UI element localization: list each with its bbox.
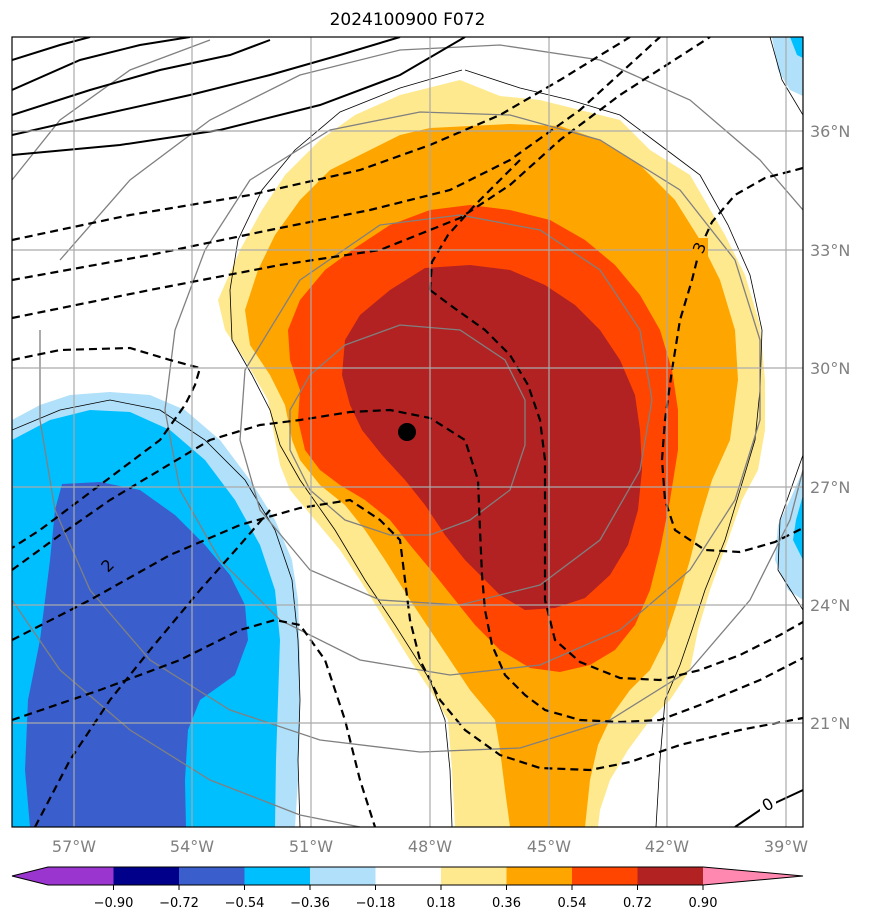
dashed-contours: [12, 37, 803, 827]
positive-anomaly-field: [218, 80, 765, 827]
colorbar-segment: [310, 867, 376, 885]
colorbar: −0.90 −0.72 −0.54 −0.36 −0.18 0.18 0.36 …: [11, 866, 804, 911]
longitude-labels: 57°W 54°W 51°W 48°W 45°W 42°W 39°W: [52, 837, 808, 856]
colorbar-segment: [48, 867, 114, 885]
anomaly-fill-072: [342, 265, 642, 610]
colorbar-segment: [441, 867, 507, 885]
colorbar-tick-label: 0.54: [558, 896, 587, 911]
colorbar-tick-label: −0.36: [290, 896, 330, 911]
lon-label: 42°W: [645, 837, 689, 856]
lat-label: 24°N: [810, 596, 850, 615]
colorbar-tick-label: 0.72: [623, 896, 652, 911]
colorbar-tick-label: 0.36: [492, 896, 521, 911]
colorbar-segment: [179, 867, 245, 885]
map-frame: [11, 36, 804, 828]
colorbar-extend-high: [703, 867, 803, 885]
lat-label: 33°N: [810, 241, 850, 260]
lat-label: 27°N: [810, 478, 850, 497]
lon-label: 45°W: [527, 837, 571, 856]
colorbar-segment: [244, 867, 310, 885]
colorbar-tick-label: −0.18: [356, 896, 396, 911]
colorbar-tick-label: −0.54: [225, 896, 265, 911]
colorbar-tick-label: −0.72: [159, 896, 199, 911]
lon-label: 57°W: [52, 837, 96, 856]
lat-label: 21°N: [810, 714, 850, 733]
contour-labels: 3 2 0: [97, 238, 777, 815]
lon-label: 54°W: [170, 837, 214, 856]
graticule: [12, 37, 803, 827]
colorbar-extend-low: [12, 867, 48, 885]
latitude-labels: 36°N 33°N 30°N 27°N 24°N 21°N: [810, 122, 850, 733]
storm-center-marker: [398, 423, 416, 441]
colorbar-segment: [506, 867, 572, 885]
map-title: 2024100900 F072: [329, 10, 486, 30]
lon-label: 39°W: [764, 837, 808, 856]
lat-label: 36°N: [810, 122, 850, 141]
colorbar-tick-label: 0.90: [689, 896, 718, 911]
colorbar-segment: [637, 867, 703, 885]
colorbar-segment: [375, 867, 441, 885]
colorbar-tick-label: 0.18: [427, 896, 456, 911]
lon-label: 51°W: [289, 837, 333, 856]
colorbar-outline: [11, 866, 804, 886]
map-plot-area: 3 2 0: [12, 37, 803, 827]
colorbar-segment: [113, 867, 179, 885]
colorbar-segment: [572, 867, 638, 885]
lon-label: 48°W: [408, 837, 452, 856]
colorbar-tick-label: −0.90: [94, 896, 134, 911]
lat-label: 30°N: [810, 359, 850, 378]
